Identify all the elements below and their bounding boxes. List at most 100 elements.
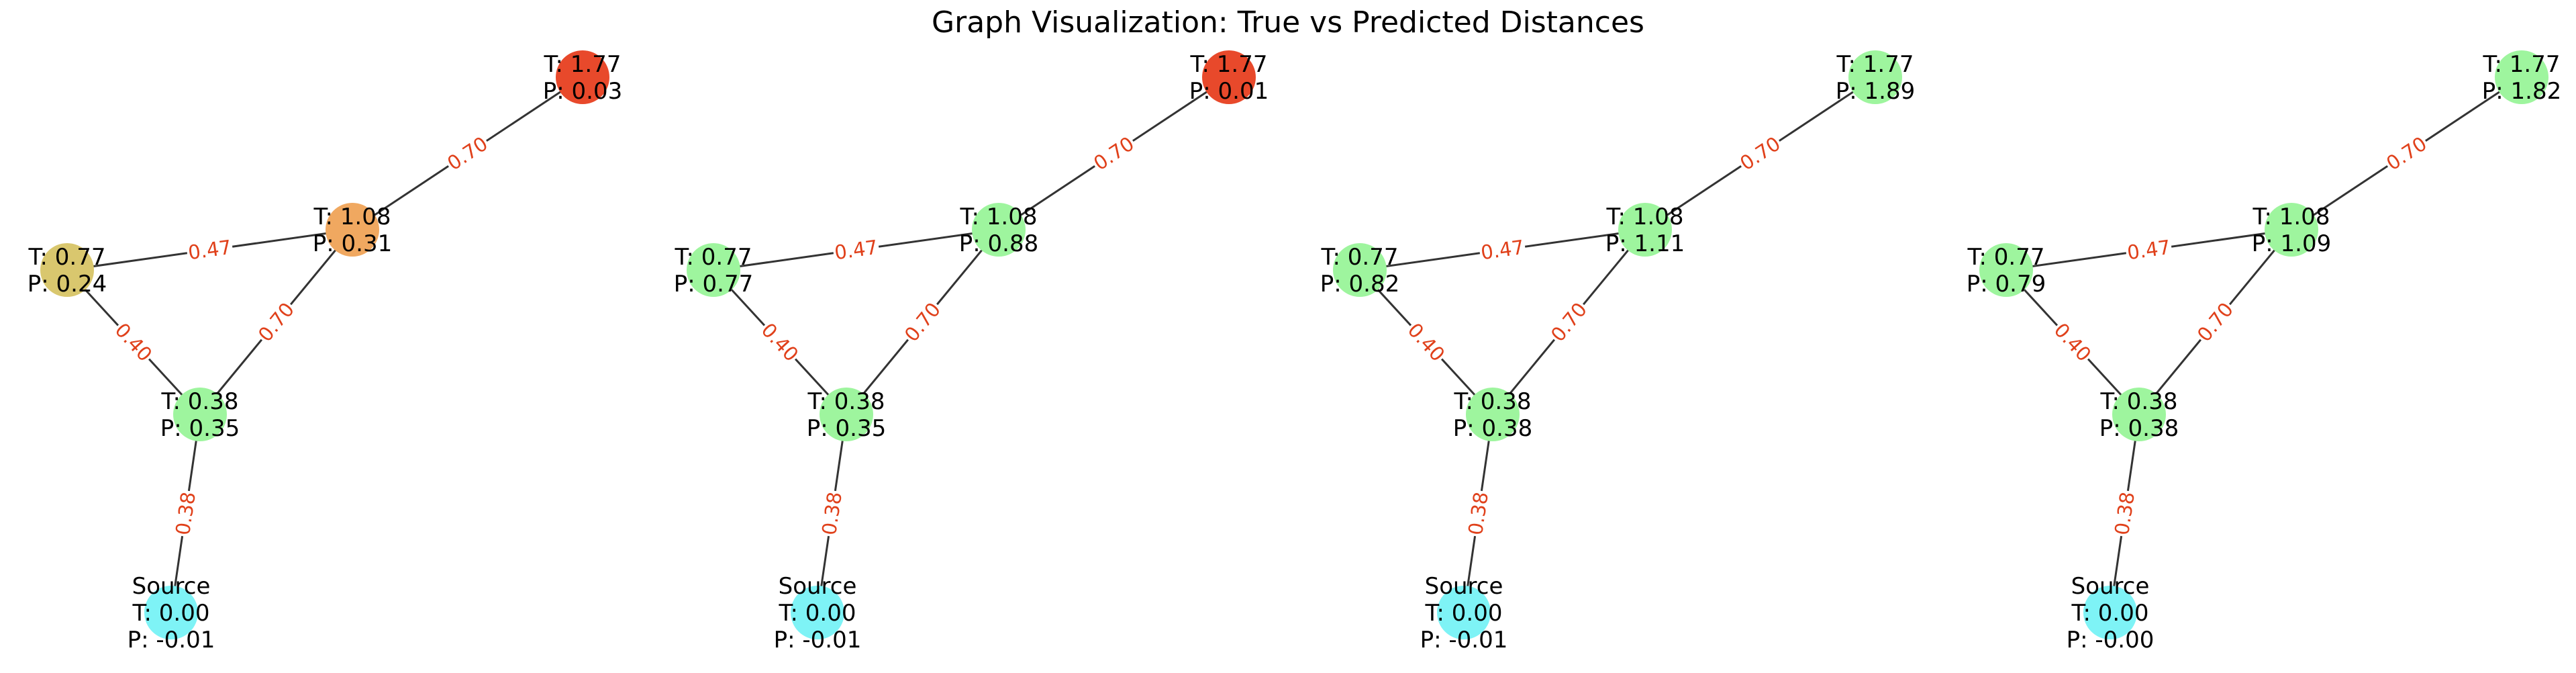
node-c <box>326 203 379 257</box>
node-b <box>1979 243 2033 297</box>
node-label-line: T: 0.38 <box>1454 388 1532 415</box>
edge-weight-source-a: 0.38 <box>168 488 201 538</box>
node-label-c: T: 1.08 P: 0.31 <box>313 204 392 257</box>
node-label-group: Source T: 0.00 P: -0.01 T: 0.38 P: 0.35 T: 0.… <box>674 51 1269 654</box>
node-label-line: T: 0.00 <box>779 600 856 627</box>
edge-weight-bg <box>1734 130 1786 177</box>
edge-weight-c-d: 0.70 <box>441 130 493 177</box>
node-label-group: Source T: 0.00 P: -0.01 T: 0.38 P: 0.38 T: 0.… <box>1320 51 1915 654</box>
node-label-line: T: 0.38 <box>2100 388 2178 415</box>
edge-weight-bg <box>1087 130 1140 177</box>
node-b <box>40 243 94 297</box>
node-group <box>1979 50 2548 639</box>
node-source <box>791 586 844 639</box>
node-a <box>1466 388 1520 441</box>
node-label-source: Source T: 0.00 P: -0.01 <box>1420 573 1508 654</box>
edge-weight-b-c: 0.47 <box>185 233 234 265</box>
node-label-line: P: 0.31 <box>313 230 392 257</box>
node-d <box>556 50 609 104</box>
edge-weight-bg <box>185 233 234 265</box>
edge-weight-bg <box>2108 488 2140 538</box>
node-label-line: P: 1.82 <box>2482 78 2561 105</box>
edge-weight-bg <box>2124 233 2173 265</box>
edge-weight-a-c: 0.70 <box>2190 296 2240 348</box>
edge-weight-source-a: 0.38 <box>2108 488 2140 538</box>
node-label-a: T: 0.38 P: 0.35 <box>807 388 886 442</box>
node-c <box>972 203 1026 257</box>
node-label-line: P: -0.01 <box>1420 627 1508 654</box>
edge-weight-bg <box>1401 316 1452 367</box>
edge-weight-b-c: 0.47 <box>832 233 881 265</box>
node-label-line: P: 0.88 <box>959 230 1038 257</box>
node-a <box>2112 388 2166 441</box>
node-label-line: T: 0.77 <box>28 244 106 271</box>
edge-weight-source-a: 0.38 <box>815 488 848 538</box>
node-label-b: T: 0.77 P: 0.79 <box>1967 244 2046 298</box>
node-group <box>1333 50 1902 639</box>
node-label-line: Source <box>132 573 211 600</box>
node-label-line: P: 0.35 <box>160 415 240 442</box>
node-label-c: T: 1.08 P: 1.09 <box>2252 204 2331 257</box>
node-label-d: T: 1.77 P: 0.01 <box>1189 51 1269 105</box>
node-label-line: T: 0.00 <box>132 600 210 627</box>
node-label-line: T: 1.77 <box>544 51 622 78</box>
node-label-line: T: 1.08 <box>2252 204 2330 230</box>
node-label-line: T: 1.08 <box>960 204 1038 230</box>
edge-weight-bg <box>2190 296 2240 348</box>
edge-weight-b-c: 0.47 <box>1478 233 1527 265</box>
node-label-source: Source T: 0.00 P: -0.01 <box>128 573 215 654</box>
node-label-line: P: -0.01 <box>128 627 215 654</box>
edge-weight-bg <box>897 296 947 348</box>
node-label-line: P: -0.01 <box>774 627 862 654</box>
node-label-line: P: 0.38 <box>1453 415 1532 442</box>
edge-weight-a-c: 0.70 <box>1544 296 1593 348</box>
node-label-b: T: 0.77 P: 0.77 <box>674 244 753 298</box>
node-label-a: T: 0.38 P: 0.38 <box>2099 388 2179 442</box>
node-source <box>144 586 198 639</box>
node-label-line: T: 0.00 <box>2071 600 2149 627</box>
node-label-line: P: 0.77 <box>674 271 753 298</box>
node-c <box>2265 203 2318 257</box>
node-label-group: Source T: 0.00 P: -0.00T: 0.38 P: 0.38T: 0.… <box>1967 51 2561 654</box>
node-label-line: T: 1.77 <box>1836 51 1914 78</box>
node-label-line: P: 1.11 <box>1605 230 1685 257</box>
node-label-line: T: 1.08 <box>1606 204 1684 230</box>
edge-weight-bg <box>109 316 159 367</box>
node-label-source: Source T: 0.00 P: -0.00 <box>2067 573 2154 654</box>
node-label-line: P: 0.38 <box>2099 415 2179 442</box>
node-label-line: T: 0.00 <box>1425 600 1503 627</box>
edge-weight-bg <box>168 488 201 538</box>
node-label-source: Source T: 0.00 P: -0.01 <box>774 573 862 654</box>
node-a <box>820 388 873 441</box>
node-label-c: T: 1.08 P: 0.88 <box>959 204 1038 257</box>
node-d <box>2495 50 2548 104</box>
edge-weight-bg <box>2380 130 2432 177</box>
edge-weight-a-c: 0.70 <box>897 296 947 348</box>
node-c <box>1618 203 1672 257</box>
node-label-line: Source <box>2071 573 2150 600</box>
node-source <box>2083 586 2137 639</box>
node-source <box>1437 586 1491 639</box>
node-label-a: T: 0.38 P: 0.35 <box>160 388 240 442</box>
node-d <box>1848 50 1902 104</box>
node-group <box>40 50 609 639</box>
node-label-line: Source <box>779 573 857 600</box>
edge-weight-bg <box>251 296 301 348</box>
node-label-c: T: 1.08 P: 1.11 <box>1605 204 1685 257</box>
node-label-line: T: 1.08 <box>313 204 391 230</box>
node-label-line: T: 0.77 <box>1967 244 2045 271</box>
edge-weight-c-d: 0.70 <box>2380 130 2432 177</box>
node-label-line: P: 1.89 <box>1836 78 1915 105</box>
edge-weight-bg <box>755 316 805 367</box>
edge-weight-c-d: 0.70 <box>1087 130 1140 177</box>
node-label-line: P: 0.24 <box>28 271 107 298</box>
node-label-line: T: 1.77 <box>2483 51 2561 78</box>
figure-title: Graph Visualization: True vs Predicted D… <box>932 5 1644 40</box>
edge-weight-bg <box>1461 488 1494 538</box>
edge-weight-bg <box>1478 233 1527 265</box>
node-label-group: Source T: 0.00 P: -0.01 T: 0.38 P: 0.35 T: 0.… <box>28 51 622 654</box>
